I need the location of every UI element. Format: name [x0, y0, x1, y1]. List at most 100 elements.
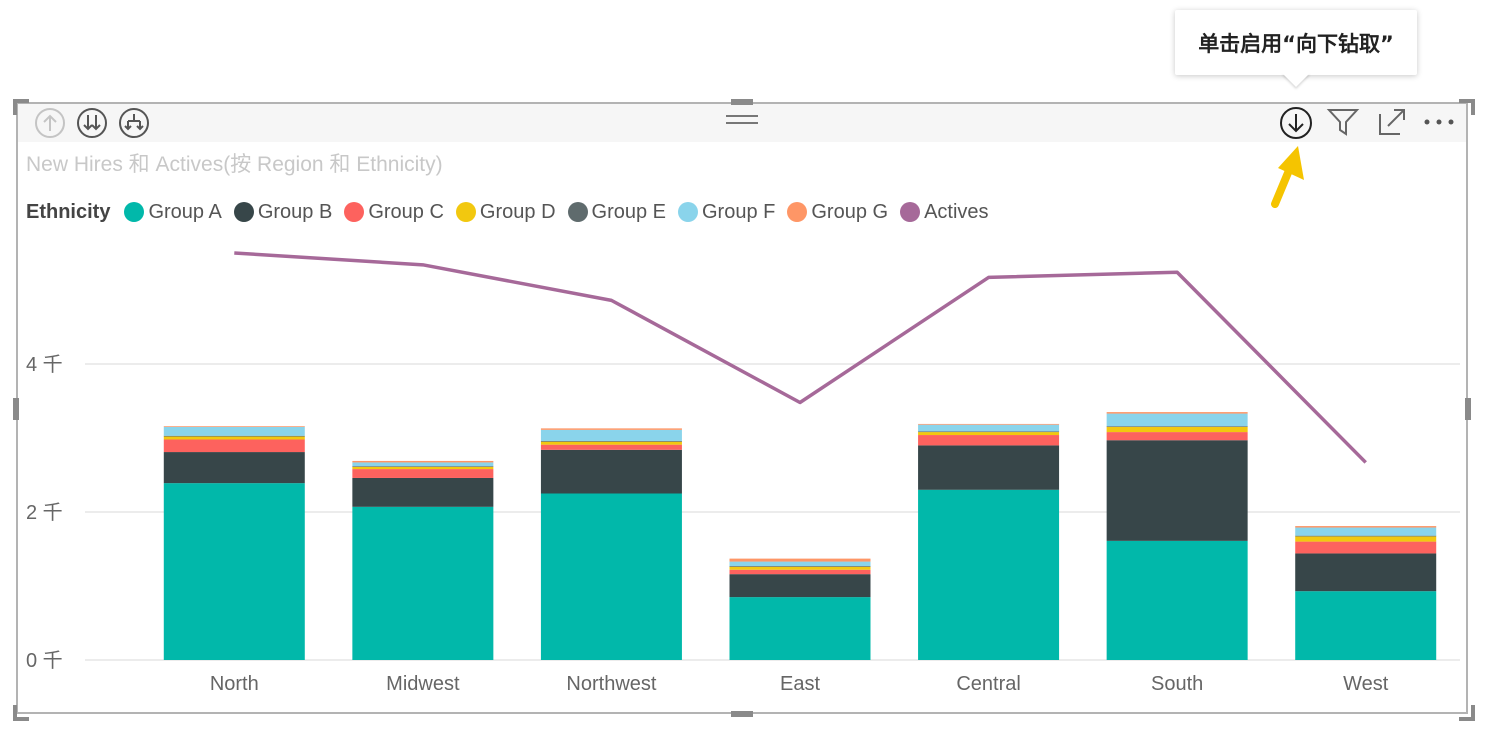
bar-segment-group-e[interactable] — [540, 440, 682, 442]
bar-segment-group-b[interactable] — [1295, 553, 1437, 592]
bar-segment-group-a[interactable] — [1295, 591, 1437, 660]
y-tick-label: 0 千 — [26, 649, 63, 672]
bar-segment-group-b[interactable] — [352, 477, 494, 507]
resize-handle-bottom-right[interactable] — [1459, 705, 1475, 721]
x-tick-label: Northwest — [566, 673, 656, 695]
bar-segment-group-g[interactable] — [918, 423, 1060, 425]
bar-segment-group-e[interactable] — [918, 431, 1060, 433]
focus-mode-icon[interactable] — [1376, 106, 1408, 138]
chart-title: New Hires 和 Actives(按 Region 和 Ethnicity… — [26, 153, 443, 176]
bar-segment-group-c[interactable] — [352, 469, 494, 478]
bar-segment-group-a[interactable] — [1106, 540, 1248, 660]
bar-segment-group-e[interactable] — [352, 466, 494, 467]
legend-label: Group G — [811, 200, 889, 223]
bar-segment-group-g[interactable] — [729, 558, 871, 562]
bar-segment-group-f[interactable] — [163, 426, 305, 436]
bar-segment-group-b[interactable] — [540, 449, 682, 494]
filter-icon[interactable] — [1326, 106, 1360, 138]
x-tick-label: Midwest — [386, 673, 460, 695]
bar-segment-group-d[interactable] — [352, 466, 494, 470]
legend-dot-icon — [787, 202, 808, 222]
legend-label: Actives — [924, 200, 989, 223]
bar-segment-group-c[interactable] — [1295, 541, 1437, 554]
more-options-icon[interactable] — [1422, 112, 1456, 132]
bar-segment-group-b[interactable] — [918, 445, 1060, 490]
bar-segment-group-a[interactable] — [163, 483, 305, 660]
bar-segment-group-e[interactable] — [1295, 535, 1437, 537]
legend-title: Ethnicity — [26, 200, 111, 223]
resize-handle-left[interactable] — [13, 398, 19, 420]
legend-dot-icon — [678, 202, 698, 222]
legend-dot-icon — [900, 202, 921, 222]
legend-item-group-e[interactable]: Group E — [567, 200, 666, 224]
resize-handle-right[interactable] — [1465, 398, 1471, 420]
legend-item-actives[interactable]: Actives — [900, 200, 989, 224]
bar-segment-group-e[interactable] — [729, 566, 871, 567]
line-series-actives[interactable] — [234, 251, 1367, 464]
bar-segment-group-d[interactable] — [918, 432, 1060, 436]
arrow-up-circle-icon[interactable] — [34, 107, 66, 139]
legend-dot-icon — [455, 202, 476, 222]
bar-segment-group-c[interactable] — [918, 435, 1060, 446]
tooltip-arrow — [1282, 73, 1310, 87]
bar-segment-group-c[interactable] — [540, 444, 682, 450]
x-tick-label: North — [210, 673, 259, 695]
resize-handle-top-right[interactable] — [1459, 99, 1475, 115]
bar-segment-group-d[interactable] — [540, 441, 682, 445]
resize-handle-top[interactable] — [731, 99, 753, 105]
legend-item-group-g[interactable]: Group G — [787, 201, 888, 224]
bar-segment-group-f[interactable] — [540, 429, 682, 441]
bar-segment-group-g[interactable] — [540, 428, 682, 430]
bar-segment-group-d[interactable] — [1106, 426, 1248, 433]
bar-segment-group-g[interactable] — [163, 426, 305, 427]
legend-dot-icon — [567, 202, 588, 222]
bar-segment-group-c[interactable] — [1106, 432, 1248, 441]
x-tick-label: South — [1151, 673, 1203, 695]
legend-item-group-a[interactable]: Group A — [124, 200, 222, 224]
bar-segment-group-b[interactable] — [729, 574, 871, 598]
resize-handle-bottom-left[interactable] — [13, 705, 29, 721]
bar-segment-group-a[interactable] — [729, 597, 871, 660]
legend-label: Group A — [148, 200, 222, 223]
bar-segment-group-g[interactable] — [1106, 412, 1248, 414]
legend-dot-icon — [124, 202, 145, 222]
bar-segment-group-a[interactable] — [540, 493, 682, 661]
x-tick-label: Central — [956, 673, 1020, 695]
resize-handle-top-left[interactable] — [13, 99, 29, 115]
arrow-down-circle-icon[interactable] — [1279, 106, 1313, 140]
legend-label: Group C — [368, 200, 444, 223]
bar-segment-group-f[interactable] — [1106, 413, 1248, 427]
bar-segment-group-a[interactable] — [352, 506, 494, 660]
bar-segment-group-f[interactable] — [729, 561, 871, 567]
legend-label: Group B — [257, 200, 333, 223]
bar-segment-group-e[interactable] — [1106, 426, 1248, 427]
resize-handle-bottom[interactable] — [731, 711, 753, 717]
legend-dot-icon — [344, 202, 365, 222]
legend-item-group-c[interactable]: Group C — [344, 201, 444, 224]
bar-segment-group-g[interactable] — [1295, 526, 1437, 528]
legend-item-group-f[interactable]: Group F — [678, 201, 775, 224]
legend-label: Group D — [479, 200, 556, 223]
bar-segment-group-b[interactable] — [1106, 440, 1248, 541]
x-tick-label: East — [780, 673, 820, 695]
bar-segment-group-e[interactable] — [163, 435, 305, 437]
drag-handle-icon[interactable] — [724, 112, 760, 128]
legend-label: Group E — [591, 200, 666, 223]
bar-segment-group-c[interactable] — [729, 569, 871, 575]
bar-segment-group-f[interactable] — [1295, 527, 1437, 536]
bar-segment-group-c[interactable] — [163, 439, 305, 453]
bar-segment-group-f[interactable] — [918, 424, 1060, 432]
bar-segment-group-b[interactable] — [163, 452, 305, 484]
legend-item-group-d[interactable]: Group D — [455, 200, 556, 224]
bar-segment-group-d[interactable] — [1295, 536, 1437, 542]
bar-segment-group-f[interactable] — [352, 462, 494, 467]
expand-down-circle-icon[interactable] — [118, 107, 150, 139]
tooltip-text: 单击启用“向下钻取” — [1198, 31, 1394, 56]
bar-segment-group-a[interactable] — [918, 489, 1060, 660]
bar-segment-group-g[interactable] — [352, 460, 494, 463]
bar-segment-group-d[interactable] — [729, 566, 871, 570]
bar-segment-group-d[interactable] — [163, 436, 305, 440]
double-arrow-down-circle-icon[interactable] — [76, 107, 108, 139]
legend-item-group-b[interactable]: Group B — [233, 200, 333, 224]
